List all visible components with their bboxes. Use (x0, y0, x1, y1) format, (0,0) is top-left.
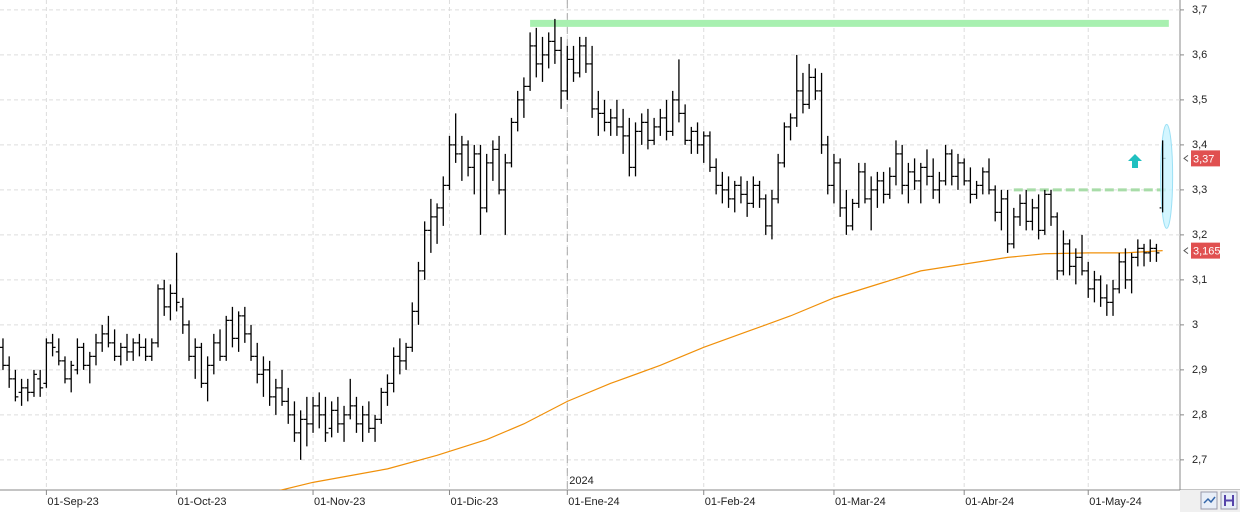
x-tick-label: 01-Nov-23 (314, 496, 365, 508)
year-label: 2024 (569, 475, 593, 487)
y-tick-label: 2,7 (1192, 454, 1207, 466)
price-tag (1191, 150, 1220, 167)
up-arrow (1128, 154, 1142, 168)
y-tick-label: 2,8 (1192, 409, 1207, 421)
y-tick-label: 3 (1192, 319, 1198, 331)
x-tick-label: 01-May-24 (1089, 496, 1142, 508)
price-tag-label: 3,37 (1193, 153, 1214, 165)
price-tag-label: 3,165 (1193, 246, 1221, 258)
tag-pointer (1183, 247, 1189, 255)
moving-average (278, 250, 1163, 490)
price-tag (1191, 242, 1220, 259)
y-tick-label: 3,1 (1192, 274, 1207, 286)
x-tick-label: 01-Ene-24 (568, 496, 619, 508)
y-tick-label: 3,3 (1192, 184, 1207, 196)
zoom-icon (1203, 496, 1216, 504)
h-icon (1224, 495, 1234, 506)
x-tick-label: 01-Oct-23 (178, 496, 227, 508)
y-tick-label: 3,4 (1192, 139, 1207, 151)
x-tick-label: 01-Sep-23 (47, 496, 98, 508)
y-tick-label: 3,2 (1192, 229, 1207, 241)
y-tick-label: 3,6 (1192, 49, 1207, 61)
tag-pointer (1183, 154, 1189, 162)
y-tick-label: 2,9 (1192, 364, 1207, 376)
y-tick-label: 3,7 (1192, 4, 1207, 16)
highlight-ellipse (1160, 123, 1174, 229)
x-tick-label: 01-Abr-24 (965, 496, 1014, 508)
x-tick-label: 01-Mar-24 (835, 496, 886, 508)
y-tick-label: 3,5 (1192, 94, 1207, 106)
x-tick-label: 01-Dic-23 (450, 496, 498, 508)
x-tick-label: 01-Feb-24 (705, 496, 756, 508)
